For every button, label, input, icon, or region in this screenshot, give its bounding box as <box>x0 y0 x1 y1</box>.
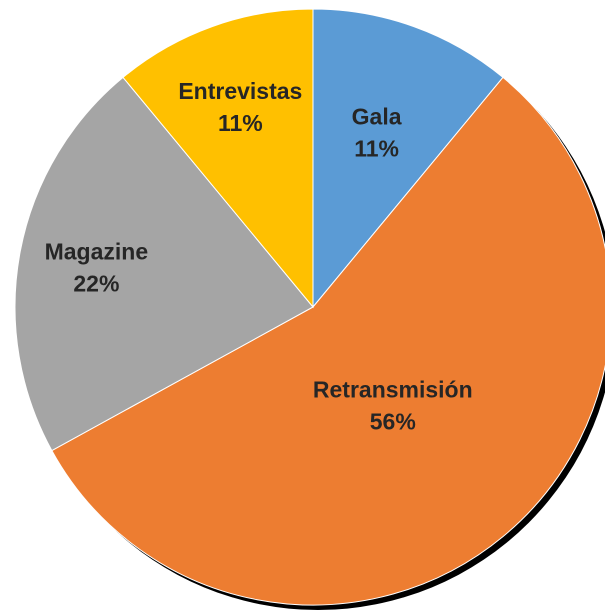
slice-label-magazine: Magazine <box>45 239 149 265</box>
slice-label-retransmision: Retransmisión <box>313 376 473 402</box>
pie-slices <box>14 8 605 606</box>
slice-value-label-gala: 11% <box>354 135 399 161</box>
pie-labels: Gala 11% Retransmisión 56% Magazine 22% Entrev… <box>45 78 473 434</box>
slice-label-entrevistas: Entrevistas <box>178 78 302 104</box>
slice-value-label-entrevistas: 11% <box>218 110 263 136</box>
pie-slice-gala <box>312 8 504 309</box>
slice-value-label-magazine: 22% <box>73 271 119 297</box>
slice-value-label-retransmision: 56% <box>370 408 416 434</box>
pie-slice-retransmision <box>51 76 605 606</box>
pie-slice-entrevistas <box>122 8 314 309</box>
pie-slice-magazine <box>14 76 314 452</box>
slice-label-gala: Gala <box>352 103 402 129</box>
